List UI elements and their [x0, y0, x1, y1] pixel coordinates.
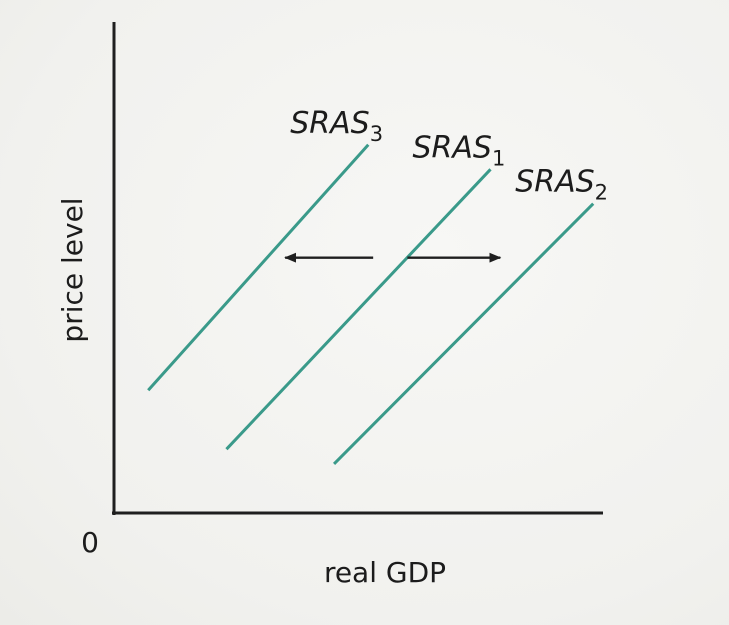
- sras3-label-main: SRAS: [290, 106, 369, 141]
- sras1-label-sub: 1: [492, 146, 505, 170]
- sras2-label-main: SRAS: [515, 165, 594, 200]
- sras3-label: SRAS3: [290, 106, 383, 146]
- x-axis-label: real GDP: [324, 556, 446, 589]
- sras2-curve: [332, 202, 595, 465]
- sras3-label-sub: 3: [370, 122, 383, 146]
- curves-group: [147, 143, 595, 465]
- y-axis-label: price level: [56, 197, 89, 342]
- sras1-curve: [225, 168, 492, 451]
- sras2-label: SRAS2: [515, 165, 608, 205]
- sras3-curve: [147, 143, 370, 392]
- sras1-label: SRAS1: [413, 130, 506, 170]
- sras1-label-main: SRAS: [413, 130, 492, 165]
- sras2-label-sub: 2: [595, 181, 608, 205]
- origin-label: 0: [81, 526, 99, 559]
